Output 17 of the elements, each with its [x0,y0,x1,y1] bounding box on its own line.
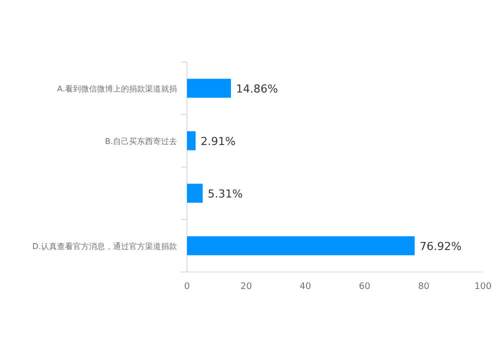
x-tick-label: 20 [240,282,252,292]
y-tick-label: B.自己买东西寄过去 [104,136,177,146]
data-label: 5.31% [208,187,243,200]
bar [187,184,203,203]
data-label: 14.86% [236,82,278,96]
x-tick-label: 100 [474,282,492,292]
data-label: 76.92% [420,240,462,253]
x-tick-label: 80 [418,282,430,292]
bar [187,131,196,150]
y-tick-label: A.看到微信微博上的捐款渠道就捐 [57,84,177,94]
bar [187,236,415,256]
data-label: 2.91% [200,134,236,148]
x-tick-label: 0 [184,282,190,292]
x-tick-label: 40 [300,282,312,292]
y-tick-label: D.认真查看官方消息，通过官方渠道捐款 [32,242,177,251]
x-tick-label: 60 [358,282,371,292]
bar [187,78,231,98]
